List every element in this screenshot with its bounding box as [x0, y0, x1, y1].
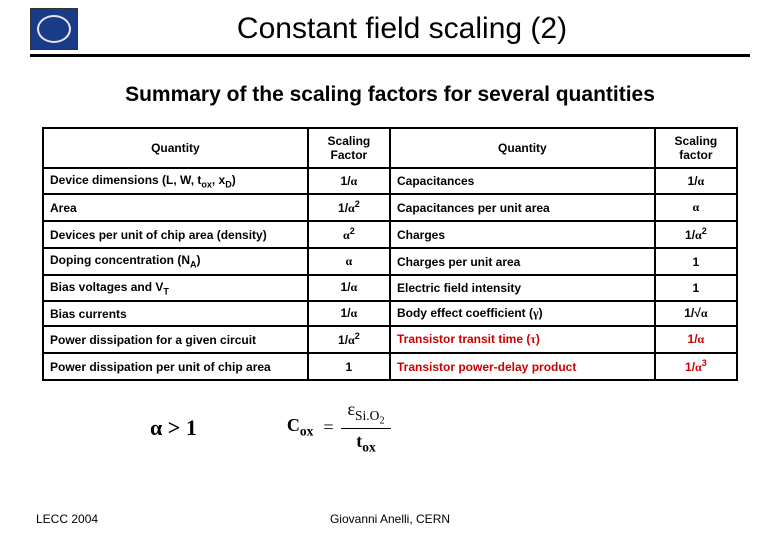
table-row: Doping concentration (NA)αCharges per un…: [43, 248, 737, 274]
cell-quantity-2: Body effect coefficient (γ): [390, 301, 655, 326]
formula-eq: =: [323, 417, 333, 438]
formula-eps-sub2: 2: [379, 415, 384, 426]
header-factor-2: Scaling factor: [655, 128, 737, 168]
cox-formula: Cox = εSi.O2 tox: [287, 399, 391, 456]
table-row: Device dimensions (L, W, tox, xD)1/αCapa…: [43, 168, 737, 194]
cell-factor-1: 1/α: [308, 168, 390, 194]
table-row: Devices per unit of chip area (density)α…: [43, 221, 737, 248]
table-row: Bias currents1/αBody effect coefficient …: [43, 301, 737, 326]
formula-c-sub: ox: [300, 424, 314, 439]
cell-factor-1: 1/α: [308, 301, 390, 326]
slide-title: Constant field scaling (2): [102, 12, 702, 46]
cell-factor-1: α2: [308, 221, 390, 248]
cell-quantity-1: Power dissipation per unit of chip area: [43, 353, 308, 380]
cell-factor-2: 1/α: [655, 168, 737, 194]
scaling-table: Quantity Scaling Factor Quantity Scaling…: [42, 127, 738, 381]
cell-factor-1: 1/α2: [308, 326, 390, 353]
formula-c: C: [287, 415, 300, 435]
cell-factor-1: α: [308, 248, 390, 274]
cern-logo: [30, 8, 78, 50]
bottom-info-row: α > 1 Cox = εSi.O2 tox: [0, 399, 780, 456]
cell-factor-1: 1/α: [308, 275, 390, 301]
header-bar: Constant field scaling (2): [30, 0, 750, 57]
cell-quantity-2: Capacitances: [390, 168, 655, 194]
cell-quantity-1: Bias currents: [43, 301, 308, 326]
cell-factor-2: 1/α3: [655, 353, 737, 380]
cell-factor-2: 1/√α: [655, 301, 737, 326]
cell-factor-2: 1/α: [655, 326, 737, 353]
footer-center: Giovanni Anelli, CERN: [330, 512, 450, 526]
cell-quantity-1: Devices per unit of chip area (density): [43, 221, 308, 248]
header-quantity-1: Quantity: [43, 128, 308, 168]
header-factor-1: Scaling Factor: [308, 128, 390, 168]
cell-factor-2: 1: [655, 275, 737, 301]
formula-eps: ε: [347, 399, 355, 419]
cell-quantity-2: Charges per unit area: [390, 248, 655, 274]
cell-quantity-2: Charges: [390, 221, 655, 248]
cell-quantity-1: Device dimensions (L, W, tox, xD): [43, 168, 308, 194]
cell-quantity-2: Transistor power-delay product: [390, 353, 655, 380]
table-row: Bias voltages and VT1/αElectric field in…: [43, 275, 737, 301]
cell-factor-2: 1/α2: [655, 221, 737, 248]
cell-quantity-1: Power dissipation for a given circuit: [43, 326, 308, 353]
cell-quantity-1: Bias voltages and VT: [43, 275, 308, 301]
cell-quantity-2: Capacitances per unit area: [390, 194, 655, 221]
slide-subtitle: Summary of the scaling factors for sever…: [0, 83, 780, 107]
cell-quantity-1: Area: [43, 194, 308, 221]
table-row: Power dissipation per unit of chip area1…: [43, 353, 737, 380]
cell-quantity-1: Doping concentration (NA): [43, 248, 308, 274]
cell-factor-1: 1: [308, 353, 390, 380]
footer-left: LECC 2004: [36, 512, 98, 526]
formula-t-sub: ox: [362, 440, 376, 455]
cell-factor-1: 1/α2: [308, 194, 390, 221]
cell-quantity-2: Electric field intensity: [390, 275, 655, 301]
header-quantity-2: Quantity: [390, 128, 655, 168]
footer: LECC 2004 Giovanni Anelli, CERN: [0, 512, 780, 526]
cell-factor-2: α: [655, 194, 737, 221]
cell-quantity-2: Transistor transit time (τ): [390, 326, 655, 353]
table-row: Power dissipation for a given circuit1/α…: [43, 326, 737, 353]
formula-eps-sub: Si.O: [355, 408, 379, 423]
table-row: Area1/α2Capacitances per unit areaα: [43, 194, 737, 221]
cell-factor-2: 1: [655, 248, 737, 274]
alpha-condition: α > 1: [150, 415, 197, 441]
